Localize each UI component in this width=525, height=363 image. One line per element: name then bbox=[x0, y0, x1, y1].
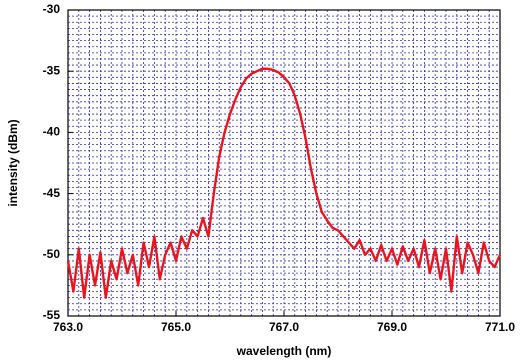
x-tick-label: 765.0 bbox=[161, 320, 191, 334]
y-tick-label: -30 bbox=[43, 2, 61, 16]
x-tick-label: 771.0 bbox=[485, 320, 515, 334]
y-axis-label: intensity (dBm) bbox=[6, 119, 20, 206]
x-tick-label: 769.0 bbox=[377, 320, 407, 334]
x-tick-label: 767.0 bbox=[269, 320, 299, 334]
y-tick-label: -50 bbox=[43, 247, 61, 261]
y-tick-label: -55 bbox=[43, 308, 61, 322]
y-tick-label: -45 bbox=[43, 186, 61, 200]
data-line bbox=[66, 67, 502, 299]
y-tick-label: -40 bbox=[43, 125, 61, 139]
y-tick-label: -35 bbox=[43, 63, 61, 77]
x-tick-label: 763.0 bbox=[53, 320, 83, 334]
x-axis-label: wavelength (nm) bbox=[236, 344, 332, 358]
